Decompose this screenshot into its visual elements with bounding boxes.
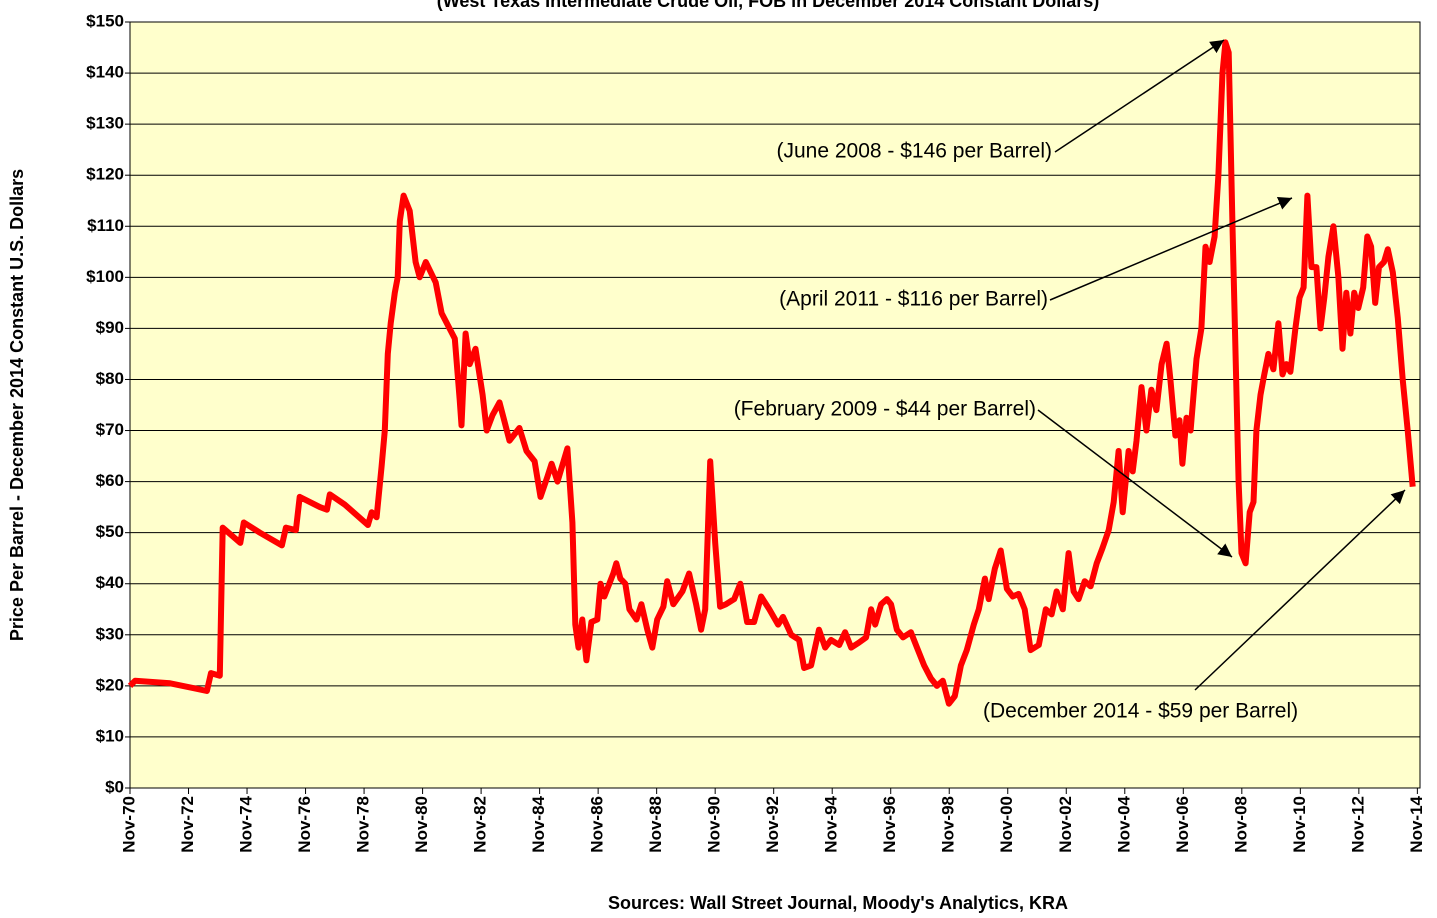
arrow [1194,489,1406,691]
y-tick-label: $20 [96,675,124,694]
x-tick-label: Nov-78 [354,796,373,853]
x-tick-label: Nov-96 [880,796,899,853]
x-tick-label: Nov-12 [1348,796,1367,853]
y-tick-label: $40 [96,573,124,592]
annotation: (April 2011 - $116 per Barrel) [779,288,1048,311]
y-tick-label: $30 [96,624,124,643]
x-tick-label: Nov-70 [119,796,138,853]
x-tick-label: Nov-02 [1056,796,1075,853]
x-tick-label: Nov-90 [705,796,724,853]
y-tick-label: $60 [96,471,124,490]
arrow [1054,39,1225,153]
y-axis-label: Price Per Barrel - December 2014 Constan… [7,169,27,641]
x-tick-label: Nov-06 [1173,796,1192,853]
annotation: (February 2009 - $44 per Barrel) [734,398,1036,421]
chart-subtitle: (West Texas Intermediate Crude Oil, FOB … [437,0,1100,11]
x-tick-label: Nov-08 [1231,796,1250,853]
y-tick-label: $70 [96,420,124,439]
x-tick-label: Nov-10 [1290,796,1309,853]
y-tick-label: $10 [96,726,124,745]
x-tick-label: Nov-72 [178,796,197,853]
x-tick-label: Nov-98 [939,796,958,853]
annotation: (June 2008 - $146 per Barrel) [777,140,1053,163]
x-tick-label: Nov-82 [471,796,490,853]
y-tick-label: $120 [86,165,124,184]
x-tick-label: Nov-88 [646,796,665,853]
y-tick-label: $80 [96,369,124,388]
y-tick-label: $150 [86,11,124,30]
x-tick-label: Nov-04 [1114,795,1133,852]
x-tick-label: Nov-00 [997,796,1016,853]
grid [130,72,1420,738]
x-axis-label: Sources: Wall Street Journal, Moody's An… [608,893,1068,913]
series [127,39,1416,707]
x-tick-label: Nov-84 [529,795,548,852]
y-tick-label: $90 [96,318,124,337]
x-tick-label: Nov-74 [237,795,256,852]
x-tick-label: Nov-14 [1407,795,1426,852]
ticks: $0 $10 $20 $30 $40 $50 $60 $70 $80 $90 $100 $110 $12… [86,11,1426,852]
y-tick-label: $110 [87,216,124,235]
y-tick-label: $0 [105,777,124,796]
x-tick-label: Nov-76 [295,796,314,853]
x-tick-label: Nov-80 [412,796,431,853]
y-tick-label: $140 [86,63,124,82]
annotations: (June 2008 - $146 per Barrel) (April 201… [734,39,1406,723]
y-tick-label: $100 [86,267,124,286]
price-line [127,39,1416,707]
arrow [1049,197,1293,301]
arrow [1037,409,1233,558]
x-tick-label: Nov-92 [763,796,782,853]
y-tick-label: $130 [86,114,124,133]
plot-area [129,21,1421,789]
y-tick-label: $50 [96,522,124,541]
annotation: (December 2014 - $59 per Barrel) [983,700,1298,723]
x-tick-label: Nov-86 [588,796,607,853]
x-tick-label: Nov-94 [822,795,841,852]
